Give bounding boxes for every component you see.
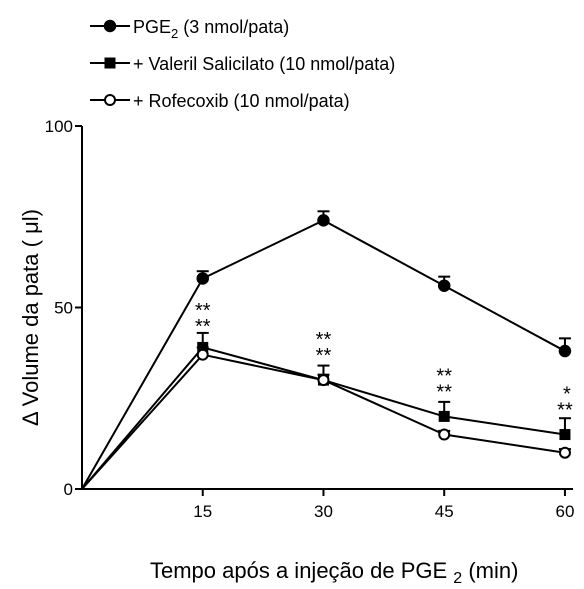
x-axis-label: Tempo após a injeção de PGE 2 (min)	[150, 558, 518, 587]
legend-item-1: PGE2 (3 nmol/pata)	[90, 17, 289, 41]
significance-label: **	[436, 381, 452, 403]
data-point	[196, 272, 209, 285]
annotation-layer: ************ ***	[195, 300, 573, 421]
significance-mark: ****	[436, 365, 452, 403]
legend-marker	[103, 19, 117, 33]
data-point	[437, 279, 451, 292]
legend-label: + Valeril Salicilato (10 nmol/pata)	[133, 54, 395, 74]
data-point	[558, 446, 571, 459]
significance-label: **	[316, 345, 332, 367]
significance-mark: ****	[316, 329, 332, 367]
significance-label: *	[563, 383, 571, 405]
series-layer	[81, 210, 572, 490]
x-tick-label: 15	[193, 502, 212, 521]
x-tick-label: 45	[435, 502, 454, 521]
y-axis-label: Δ Volume da pata ( μl)	[18, 209, 43, 426]
data-point	[559, 429, 571, 441]
legend-item-2: + Valeril Salicilato (10 nmol/pata)	[90, 54, 395, 74]
series-3	[81, 346, 571, 490]
series-1	[81, 210, 572, 490]
data-point	[196, 348, 209, 361]
significance-label: **	[436, 365, 452, 387]
significance-label: **	[557, 399, 573, 421]
x-tick-label: 30	[314, 502, 333, 521]
data-point	[317, 214, 330, 227]
significance-label: **	[195, 300, 211, 322]
significance-mark: ***	[557, 383, 573, 421]
y-tick-label: 0	[64, 480, 73, 499]
legend: PGE2 (3 nmol/pata) + Valeril Salicilato (…	[90, 17, 395, 111]
x-tick-label: 60	[555, 502, 574, 521]
data-point	[317, 374, 330, 387]
legend-item-3: + Rofecoxib (10 nmol/pata)	[90, 91, 350, 111]
significance-label: **	[316, 329, 332, 351]
legend-label: PGE2 (3 nmol/pata)	[133, 17, 289, 41]
data-point	[438, 410, 450, 422]
legend-label: + Rofecoxib (10 nmol/pata)	[133, 91, 350, 111]
data-point	[558, 344, 572, 358]
y-tick-label: 100	[45, 117, 73, 136]
axes: 0 50 100 15 30 45 60	[45, 117, 575, 521]
significance-label: **	[195, 316, 211, 338]
legend-marker	[104, 94, 116, 106]
y-tick-label: 50	[54, 299, 73, 318]
data-point	[438, 428, 451, 441]
significance-mark: ****	[195, 300, 211, 338]
legend-marker	[104, 57, 116, 69]
